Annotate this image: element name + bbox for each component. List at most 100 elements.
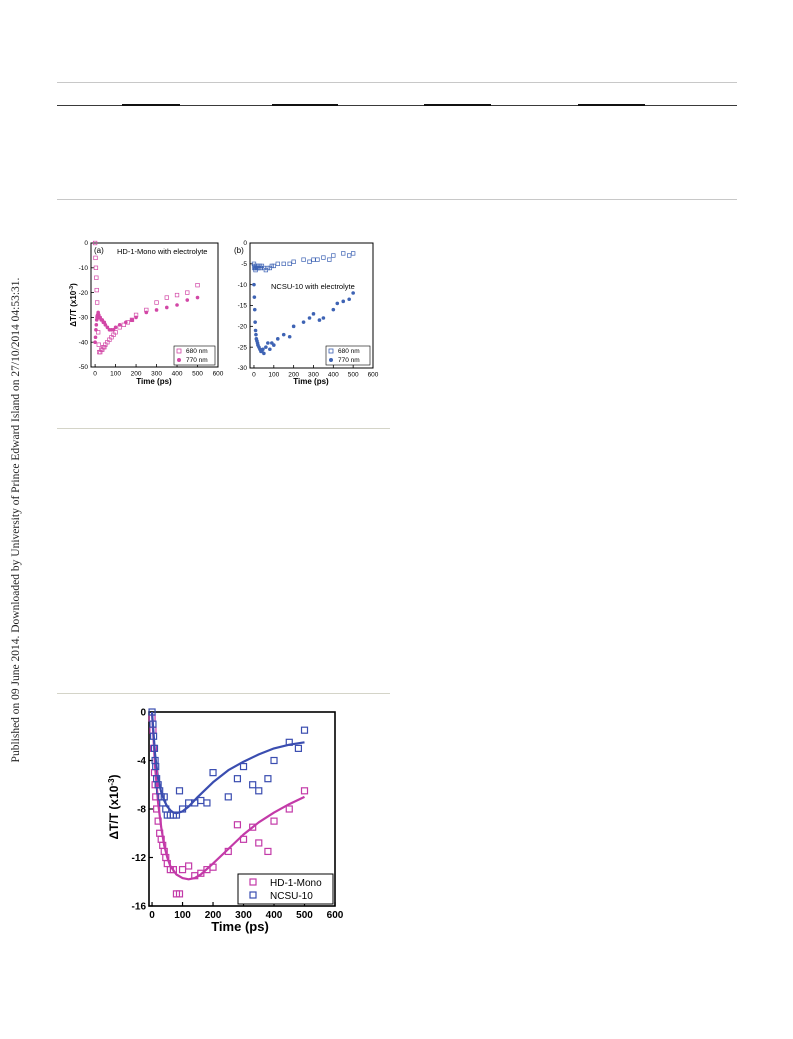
x-tick-label: 400 bbox=[328, 372, 339, 379]
data-point bbox=[331, 253, 336, 258]
data-point bbox=[327, 257, 332, 262]
data-point bbox=[262, 351, 266, 356]
legend-marker-hd1 bbox=[249, 878, 257, 886]
data-point bbox=[96, 342, 101, 347]
data-point bbox=[233, 821, 242, 829]
data-point bbox=[92, 240, 98, 246]
data-point bbox=[249, 781, 257, 789]
y-tick-label: -15 bbox=[238, 303, 248, 310]
y-tick-label: -25 bbox=[238, 344, 248, 351]
legend: 680 nm 770 nm bbox=[173, 345, 216, 366]
x-tick-label: 0 bbox=[149, 910, 155, 921]
data-point bbox=[175, 787, 184, 795]
data-point bbox=[301, 320, 306, 324]
data-point bbox=[94, 323, 99, 327]
data-point bbox=[154, 308, 159, 312]
data-point bbox=[275, 261, 280, 266]
legend-label-770: 770 nm bbox=[186, 357, 208, 364]
data-point bbox=[253, 320, 257, 324]
data-point bbox=[294, 744, 303, 752]
legend-marker-680 bbox=[328, 348, 334, 354]
data-point bbox=[266, 341, 270, 345]
fit-curve bbox=[150, 711, 305, 881]
data-point bbox=[287, 261, 292, 266]
y-axis-label: ΔT/T (x10-3) bbox=[69, 283, 78, 327]
data-point bbox=[291, 259, 296, 264]
data-point bbox=[321, 316, 326, 320]
data-point bbox=[172, 811, 181, 819]
data-point bbox=[252, 282, 256, 287]
figure-rule bbox=[57, 693, 390, 694]
y-tick-label: -5 bbox=[241, 261, 247, 268]
y-tick-label: -16 bbox=[132, 901, 147, 912]
legend-label-hd1: HD-1-Mono bbox=[270, 878, 322, 889]
data-point bbox=[335, 301, 340, 306]
data-point bbox=[252, 307, 257, 312]
data-point bbox=[264, 345, 268, 349]
y-tick-label: -10 bbox=[238, 282, 248, 289]
data-point bbox=[94, 287, 99, 293]
legend-box bbox=[325, 345, 371, 366]
data-point bbox=[185, 862, 193, 870]
data-point bbox=[285, 738, 293, 746]
data-point bbox=[281, 261, 286, 266]
data-point bbox=[130, 318, 134, 322]
data-point bbox=[300, 787, 309, 795]
data-point bbox=[275, 337, 280, 341]
legend-label-ncsu: NCSU-10 bbox=[270, 891, 313, 902]
data-point bbox=[233, 775, 242, 783]
x-axis-label: Time (ps) bbox=[293, 377, 329, 386]
data-point bbox=[178, 866, 187, 874]
table-rule-segment bbox=[578, 104, 645, 106]
y-tick-label: -20 bbox=[79, 290, 89, 297]
data-point bbox=[175, 890, 184, 898]
data-point bbox=[153, 805, 161, 813]
data-point bbox=[341, 299, 346, 304]
y-tick-label: -30 bbox=[79, 315, 89, 322]
x-tick-label: 100 bbox=[268, 372, 279, 379]
x-axis-label: Time (ps) bbox=[136, 377, 172, 386]
data-point bbox=[253, 328, 258, 333]
legend-label-770: 770 nm bbox=[338, 357, 360, 364]
x-tick-label: 200 bbox=[288, 372, 299, 379]
legend: HD-1-Mono NCSU-10 bbox=[237, 873, 334, 905]
data-point bbox=[351, 291, 355, 295]
data-point bbox=[113, 325, 118, 330]
data-point bbox=[347, 253, 352, 258]
x-tick-label: 500 bbox=[192, 371, 203, 378]
data-point bbox=[300, 726, 309, 734]
data-point bbox=[144, 310, 149, 315]
y-tick-label: -40 bbox=[79, 339, 89, 346]
y-tick-label: -20 bbox=[238, 324, 248, 331]
data-point bbox=[94, 328, 98, 332]
data-point bbox=[285, 805, 293, 813]
data-point bbox=[134, 315, 138, 320]
data-point bbox=[121, 322, 126, 327]
data-point bbox=[301, 257, 306, 262]
y-tick-label: -50 bbox=[79, 364, 89, 371]
data-point bbox=[113, 330, 118, 335]
data-point bbox=[321, 255, 326, 260]
data-point bbox=[254, 332, 258, 337]
x-tick-label: 200 bbox=[205, 910, 222, 921]
table-rule-segment bbox=[272, 104, 338, 106]
x-tick-label: 100 bbox=[110, 371, 121, 378]
table-rule-segment bbox=[424, 104, 491, 106]
data-point bbox=[93, 255, 98, 261]
data-point bbox=[307, 316, 312, 320]
y-tick-label: 0 bbox=[243, 240, 247, 247]
legend-marker-ncsu bbox=[249, 891, 257, 899]
data-point bbox=[160, 793, 168, 801]
data-point bbox=[93, 335, 98, 340]
x-tick-label: 0 bbox=[252, 372, 256, 379]
data-point bbox=[315, 257, 320, 262]
panel-title: HD-1-Mono with electrolyte bbox=[117, 247, 207, 256]
legend-marker-680 bbox=[176, 348, 182, 354]
data-point bbox=[149, 720, 157, 728]
data-point bbox=[311, 257, 316, 262]
panel-tag: (b) bbox=[234, 246, 244, 255]
panel-title: NCSU-10 with electrolyte bbox=[271, 282, 355, 291]
y-axis-label-exp: -3 bbox=[107, 778, 116, 786]
data-point bbox=[239, 835, 248, 843]
